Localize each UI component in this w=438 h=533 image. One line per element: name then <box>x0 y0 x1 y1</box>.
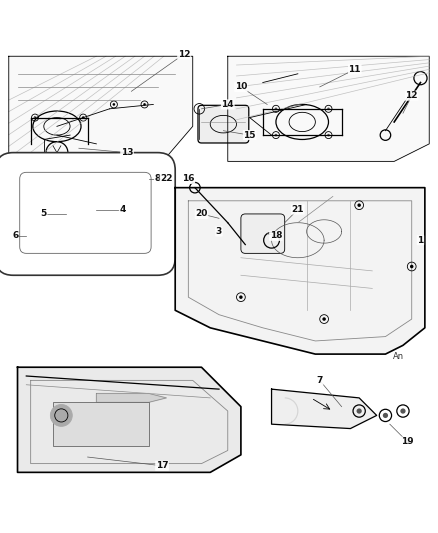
Polygon shape <box>272 389 377 429</box>
Text: 10: 10 <box>235 83 247 92</box>
Circle shape <box>275 134 277 136</box>
Circle shape <box>400 408 406 414</box>
Text: 16: 16 <box>182 174 194 183</box>
Circle shape <box>357 408 362 414</box>
Text: 20: 20 <box>195 209 208 219</box>
Circle shape <box>410 265 413 268</box>
Circle shape <box>82 116 85 119</box>
Circle shape <box>327 108 330 110</box>
Circle shape <box>143 103 146 106</box>
Text: 17: 17 <box>156 461 168 470</box>
Text: 15: 15 <box>244 131 256 140</box>
Text: 12: 12 <box>178 50 190 59</box>
Text: 4: 4 <box>120 205 126 214</box>
Circle shape <box>383 413 388 418</box>
Circle shape <box>50 405 72 426</box>
Text: 18: 18 <box>270 231 282 240</box>
Circle shape <box>275 108 277 110</box>
FancyBboxPatch shape <box>241 214 285 253</box>
FancyBboxPatch shape <box>0 152 175 275</box>
Polygon shape <box>96 393 166 402</box>
Polygon shape <box>175 188 425 354</box>
Text: 3: 3 <box>216 227 222 236</box>
FancyBboxPatch shape <box>20 172 151 253</box>
Polygon shape <box>18 367 241 472</box>
Text: 11: 11 <box>349 65 361 74</box>
Text: 14: 14 <box>222 100 234 109</box>
Text: 8: 8 <box>155 174 161 183</box>
Circle shape <box>239 295 243 299</box>
Text: 7: 7 <box>317 376 323 385</box>
Circle shape <box>322 317 326 321</box>
Text: 6: 6 <box>12 231 18 240</box>
Bar <box>53 402 149 446</box>
Text: An: An <box>393 352 404 361</box>
Circle shape <box>34 116 36 119</box>
Polygon shape <box>228 56 429 161</box>
Circle shape <box>113 103 115 106</box>
Text: 5: 5 <box>41 209 47 219</box>
Text: 13: 13 <box>121 148 133 157</box>
Text: 1: 1 <box>417 236 424 245</box>
Text: 19: 19 <box>401 437 413 446</box>
Text: 22: 22 <box>160 174 173 183</box>
FancyBboxPatch shape <box>198 106 249 143</box>
Text: 12: 12 <box>406 91 418 100</box>
Text: 21: 21 <box>292 205 304 214</box>
Circle shape <box>327 134 330 136</box>
Polygon shape <box>9 56 193 170</box>
Circle shape <box>357 204 361 207</box>
